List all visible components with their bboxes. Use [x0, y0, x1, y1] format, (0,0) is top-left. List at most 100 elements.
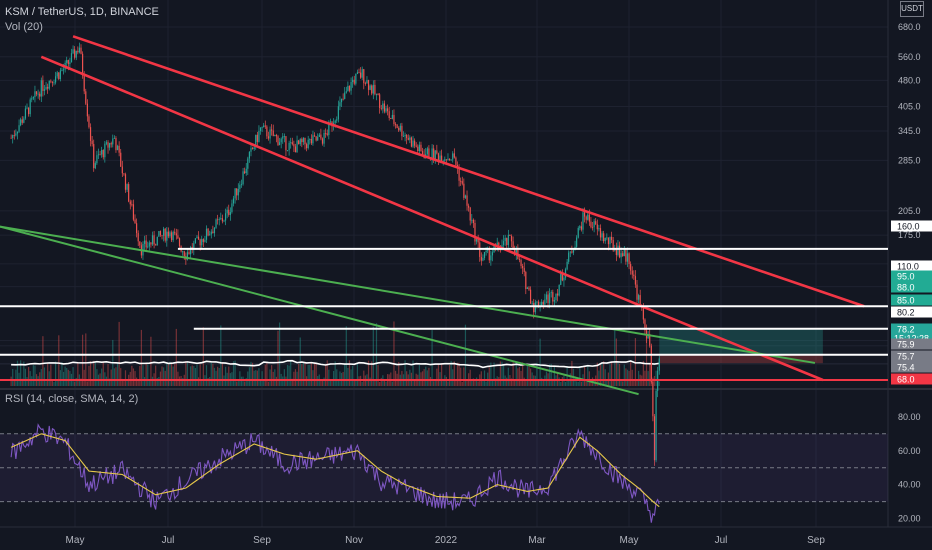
volume-bar [493, 362, 495, 386]
volume-bar [113, 368, 115, 386]
candle-body [334, 120, 336, 123]
volume-bar [542, 380, 544, 386]
candle-body [421, 151, 424, 155]
rsi-ma-line[interactable] [10, 433, 660, 508]
candle-body [174, 231, 176, 234]
price-tag[interactable] [891, 260, 932, 272]
rsi-legend[interactable]: RSI (14, close, SMA, 14, 2) [5, 393, 139, 405]
volume-bar [121, 378, 123, 386]
candle-body [245, 168, 247, 174]
volume-bar [218, 367, 220, 386]
candlesticks[interactable] [10, 42, 660, 466]
time-tick-label: Nov [345, 535, 363, 546]
candle-body [89, 127, 92, 141]
volume-bar [631, 369, 633, 386]
candle-body [56, 72, 58, 77]
candle-body [282, 136, 284, 139]
volume-bar [75, 377, 77, 386]
volume-bar [628, 370, 630, 386]
candle-body [593, 221, 595, 228]
candle-body [228, 209, 230, 215]
candle-body [294, 146, 297, 153]
candle-body [566, 261, 568, 270]
volume-bar [623, 364, 625, 386]
candle-body [515, 249, 517, 255]
trendline-red[interactable] [72, 35, 865, 308]
candle-body [32, 97, 34, 99]
volume-bar [636, 379, 638, 386]
candle-body [75, 50, 77, 58]
trendline-green[interactable] [0, 225, 816, 364]
price-tag-label: 75.9 [897, 340, 915, 350]
candle-body [415, 145, 417, 147]
price-tag[interactable] [891, 281, 932, 293]
candle-body [131, 204, 133, 206]
position-stop-zone[interactable] [659, 354, 823, 364]
volume-bar [12, 369, 14, 386]
volume-bar [512, 362, 514, 386]
volume-bar [385, 381, 387, 386]
drawings[interactable] [0, 35, 888, 396]
price-tag[interactable] [891, 350, 932, 362]
candle-body [172, 231, 174, 241]
candle-body [212, 231, 214, 234]
volume-bar [196, 364, 198, 386]
volume-bar [67, 369, 69, 386]
volume-bar [380, 377, 382, 386]
volume-bar [453, 361, 455, 386]
volume-bar [210, 362, 212, 386]
price-tag[interactable] [891, 373, 932, 385]
candle-body [542, 301, 544, 305]
candle-body [461, 181, 463, 184]
volume-bar [412, 360, 414, 386]
price-tick-label: 285.0 [898, 155, 921, 165]
volume-bar [209, 376, 211, 386]
candle-body [318, 134, 320, 137]
candle-body [155, 244, 157, 246]
candle-body [466, 195, 468, 206]
candle-body [85, 91, 87, 104]
candle-body [325, 133, 327, 134]
volume-bar [45, 381, 47, 386]
candle-body [591, 227, 594, 229]
candle-body [514, 248, 516, 255]
candle-body [401, 125, 403, 137]
candle-body [409, 137, 411, 140]
price-tag[interactable] [891, 338, 932, 350]
price-tag[interactable] [891, 361, 932, 373]
volume-bar [541, 377, 543, 386]
volume-bar [197, 377, 200, 386]
price-tag[interactable] [891, 306, 932, 318]
rsi-pane[interactable]: 80.00 60.00 40.00 20.00 [0, 412, 921, 524]
volume-bar [510, 378, 513, 386]
volume-bar [202, 327, 204, 386]
volume-bar [610, 362, 613, 386]
candle-body [412, 140, 414, 147]
price-tag[interactable] [891, 270, 932, 282]
price-tag[interactable] [891, 294, 932, 306]
symbol-legend[interactable]: KSM / TetherUS, 1D, BINANCE [5, 6, 159, 18]
volume-bar [148, 379, 150, 386]
volume-bar [495, 378, 497, 386]
volume-legend[interactable]: Vol (20) [5, 21, 43, 33]
candle-body [526, 287, 528, 289]
volume-bar [347, 367, 349, 386]
price-tick-label: 680.0 [898, 22, 921, 32]
candle-body [506, 237, 508, 246]
price-tag-label: 160.0 [897, 222, 920, 232]
candle-body [625, 249, 627, 262]
price-tag[interactable] [891, 220, 932, 232]
price-axis[interactable]: 680.0 560.0 480.0 405.0 345.0 285.0 205.0 175.0… [891, 22, 932, 385]
currency-label[interactable]: USDT [900, 1, 924, 17]
rsi-line[interactable] [10, 423, 660, 523]
volume-bar [271, 365, 273, 386]
volume-bar [658, 381, 660, 386]
volume-bar [194, 367, 196, 386]
volume-bar [31, 376, 33, 386]
trendline-green[interactable] [0, 225, 639, 396]
time-axis[interactable]: May Jul Sep Nov 2022 Mar May Jul Sep [66, 535, 826, 546]
candle-body [391, 114, 393, 119]
candle-body [290, 142, 292, 144]
volume-bar [259, 378, 262, 386]
